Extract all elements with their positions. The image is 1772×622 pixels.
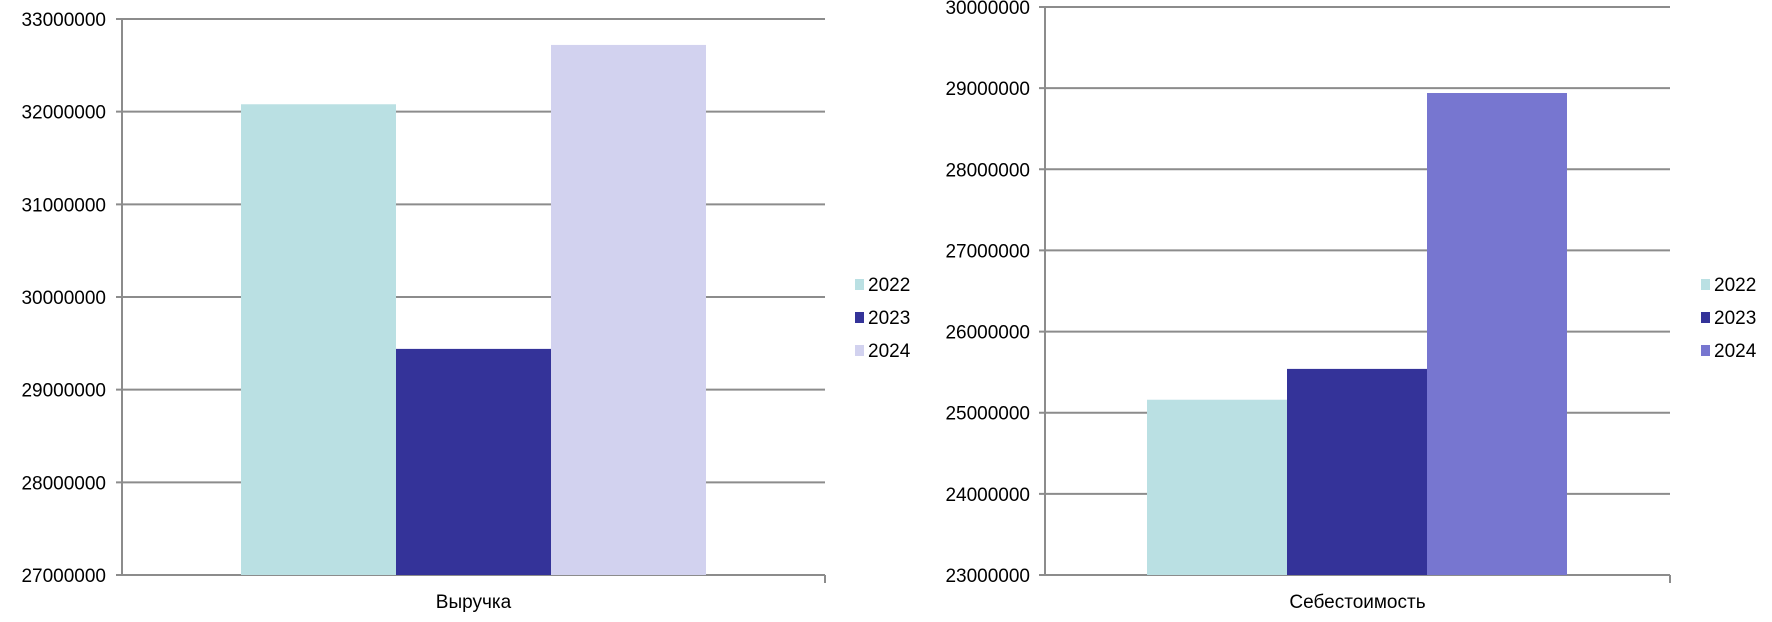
bar-2022 <box>1147 399 1287 575</box>
y-tick-label: 26000000 <box>945 323 1030 344</box>
bar-2022 <box>241 104 396 576</box>
y-tick-label: 30000000 <box>945 0 1030 19</box>
chart-1: 27000000 28000000 29000000 30000000 31000000… <box>21 10 910 613</box>
y-tick-label: 31000000 <box>21 195 106 216</box>
legend-label: 2024 <box>1714 341 1757 362</box>
legend-swatch-2022 <box>855 279 864 290</box>
legend-swatch-2023 <box>855 312 864 323</box>
y-tick-label: 29000000 <box>945 79 1030 100</box>
y-tick-label: 27000000 <box>21 566 106 587</box>
category-label: Себестоимость <box>1289 592 1425 613</box>
y-tick-label: 33000000 <box>21 10 106 31</box>
legend-swatch-2024 <box>1701 345 1710 356</box>
legend-swatch-2024 <box>855 345 864 356</box>
y-tick-label: 23000000 <box>945 566 1030 587</box>
legend-label: 2022 <box>868 275 910 296</box>
bar-2024 <box>1427 93 1567 576</box>
legend-label: 2022 <box>1714 275 1756 296</box>
bar-2024 <box>551 44 706 576</box>
legend-swatch-2022 <box>1701 279 1710 290</box>
bar-2023 <box>1287 368 1427 575</box>
legend-label: 2023 <box>1714 308 1756 329</box>
category-label: Выручка <box>436 592 512 613</box>
y-tick-label: 25000000 <box>945 404 1030 425</box>
y-tick-label: 30000000 <box>21 288 106 309</box>
legend-swatch-2023 <box>1701 312 1710 323</box>
bar-2023 <box>396 348 551 575</box>
legend-label: 2024 <box>868 341 911 362</box>
y-tick-label: 28000000 <box>21 473 106 494</box>
y-tick-label: 32000000 <box>21 103 106 124</box>
y-tick-label: 29000000 <box>21 381 106 402</box>
y-tick-label: 24000000 <box>945 485 1030 506</box>
legend-label: 2023 <box>868 308 910 329</box>
chart-2: 23000000 24000000 25000000 26000000 27000000… <box>945 0 1756 613</box>
y-tick-label: 28000000 <box>945 160 1030 181</box>
y-tick-label: 27000000 <box>945 241 1030 262</box>
